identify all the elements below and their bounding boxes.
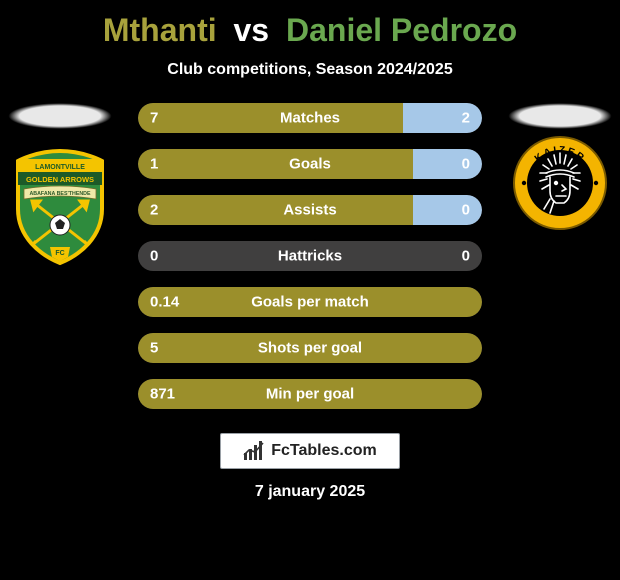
stat-bar-left [138,195,413,225]
vs-text: vs [234,12,270,48]
stat-value-left: 871 [150,386,175,403]
club-crest-left: LAMONTVILLE GOLDEN ARROWS ABAFANA BES'TH… [10,147,110,267]
kaizer-chiefs-crest-icon: KAIZER CHIEFS [510,133,610,233]
stat-bar-right [403,103,482,133]
crest-shadow-right [508,103,612,129]
stat-label: Hattricks [278,248,342,265]
stat-row: 871 Min per goal [138,379,482,409]
stat-bar-left [138,103,403,133]
stat-value-left: 5 [150,340,158,357]
stat-value-left: 2 [150,202,158,219]
crest-left-mid-text: GOLDEN ARROWS [26,175,94,184]
stat-row: 7 2 Matches [138,103,482,133]
golden-arrows-crest-icon: LAMONTVILLE GOLDEN ARROWS ABAFANA BES'TH… [10,147,110,267]
generated-date: 7 january 2025 [0,483,620,501]
stat-value-left: 0 [150,248,158,265]
stat-row: 2 0 Assists [138,195,482,225]
player1-name: Mthanti [103,12,217,48]
fctables-logo: FcTables.com [220,433,400,469]
stat-value-right: 0 [462,202,470,219]
stat-label: Shots per goal [258,340,362,357]
crest-shadow-left [8,103,112,129]
club-crest-right: KAIZER CHIEFS [510,133,610,253]
fctables-mark-icon [243,441,265,461]
stat-row: 1 0 Goals [138,149,482,179]
stat-row: 5 Shots per goal [138,333,482,363]
stat-label: Goals [289,156,331,173]
comparison-arena: LAMONTVILLE GOLDEN ARROWS ABAFANA BES'TH… [0,103,620,409]
crest-left-fc-text: FC [55,250,64,257]
stat-value-left: 7 [150,110,158,127]
stat-value-right: 0 [462,248,470,265]
stat-row: 0 0 Hattricks [138,241,482,271]
player2-name: Daniel Pedrozo [286,12,517,48]
crest-left-top-text: LAMONTVILLE [35,164,85,171]
stat-value-left: 0.14 [150,294,179,311]
stat-value-right: 0 [462,156,470,173]
stat-label: Min per goal [266,386,354,403]
stat-label: Matches [280,110,340,127]
stat-row: 0.14 Goals per match [138,287,482,317]
fctables-text: FcTables.com [271,442,377,460]
stat-bar-right [413,149,482,179]
subtitle: Club competitions, Season 2024/2025 [0,61,620,79]
stat-label: Goals per match [251,294,369,311]
stat-rows: 7 2 Matches 1 0 Goals 2 0 Assists 0 0 Hattricks 0.14… [138,103,482,409]
stat-label: Assists [283,202,336,219]
crest-left-scroll-text: ABAFANA BES'THENDE [29,191,91,197]
stat-bar-left [138,149,413,179]
comparison-title: Mthanti vs Daniel Pedrozo [0,0,620,49]
stat-value-left: 1 [150,156,158,173]
stat-value-right: 2 [462,110,470,127]
stat-bar-right [413,195,482,225]
